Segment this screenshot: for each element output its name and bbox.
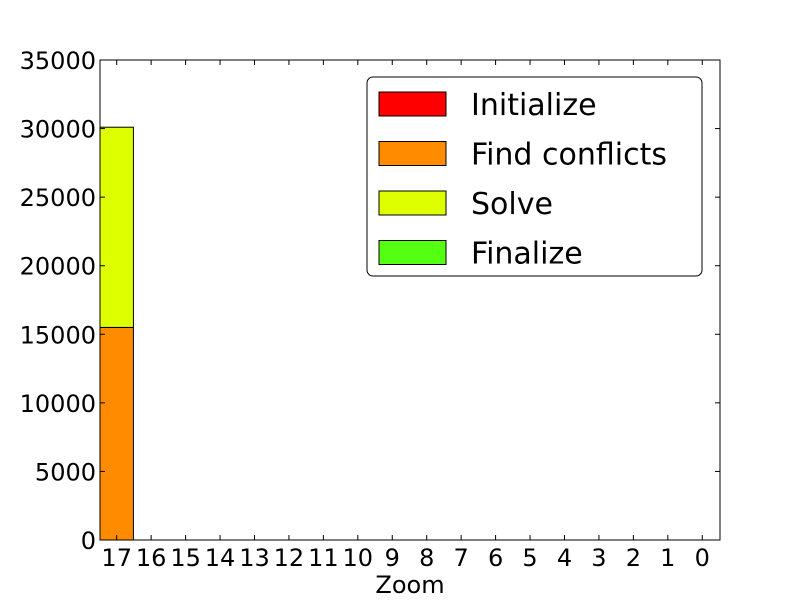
x-tick-label: 15 <box>170 544 201 572</box>
bar-segment-17-s2 <box>99 126 134 328</box>
x-tick-label: 6 <box>488 544 503 572</box>
legend-label: Initialize <box>471 88 597 123</box>
legend-label: Solve <box>471 187 553 222</box>
plot-area-frame <box>99 59 721 541</box>
y-tick-label: 30000 <box>20 116 96 144</box>
x-tick-label: 4 <box>557 544 572 572</box>
y-tick-label: 15000 <box>20 321 96 349</box>
y-tick-label: 25000 <box>20 184 96 212</box>
legend-swatch <box>378 240 447 265</box>
x-tick-label: 16 <box>136 544 167 572</box>
x-tick-label: 0 <box>695 544 710 572</box>
x-tick-label: 13 <box>239 544 270 572</box>
y-tick-label: 0 <box>81 527 96 555</box>
legend: Initialize Find conflicts Solve Finalize <box>366 76 703 277</box>
legend-swatch <box>378 91 447 117</box>
legend-box <box>366 76 703 277</box>
x-tick-label: 10 <box>343 544 374 572</box>
y-tick-label: 5000 <box>35 458 96 486</box>
x-tick-label: 3 <box>591 544 606 572</box>
x-tick-label: 1 <box>660 544 675 572</box>
bar-segment-17-s1 <box>99 326 134 541</box>
x-tick-label: 2 <box>626 544 641 572</box>
bars-layer <box>99 126 134 541</box>
legend-label: Finalize <box>471 237 583 272</box>
x-tick-label: 17 <box>101 544 132 572</box>
x-tick-label: 11 <box>308 544 339 572</box>
legend-swatch <box>378 141 447 166</box>
y-tick-label: 20000 <box>20 253 96 281</box>
y-tick-label: 35000 <box>20 47 96 75</box>
y-tick-label: 10000 <box>20 390 96 418</box>
x-tick-label: 8 <box>419 544 434 572</box>
legend-label: Find conflicts <box>471 138 667 173</box>
x-axis-label: Zoom <box>375 571 444 599</box>
legend-swatch <box>378 190 447 216</box>
x-tick-label: 12 <box>274 544 305 572</box>
x-tick-label: 7 <box>454 544 469 572</box>
x-tick-label: 9 <box>385 544 400 572</box>
x-tick-label: 5 <box>522 544 537 572</box>
x-tick-label: 14 <box>205 544 236 572</box>
axis-ticks <box>100 59 720 541</box>
